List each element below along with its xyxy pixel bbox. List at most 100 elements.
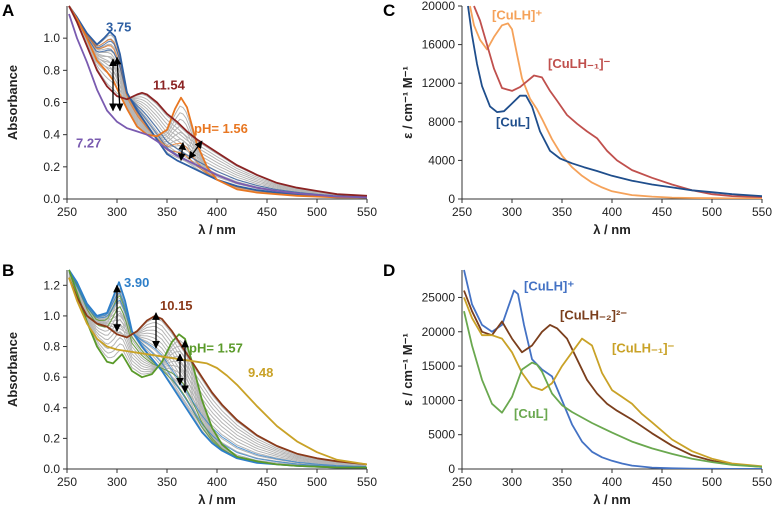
plot-area-c — [467, 5, 762, 199]
y-tick-label: 5000 — [428, 428, 455, 442]
panel-label-d: D — [383, 261, 395, 280]
y-tick-label: 10000 — [422, 393, 456, 407]
panel-d-chart: 250 300 350 400 450 500 550 0 5000 10000 15000 2000… — [400, 269, 772, 507]
x-axis-label-b: λ / nm — [198, 492, 236, 507]
x-axis-label-d: λ / nm — [593, 492, 631, 507]
x-tick-label: 550 — [752, 475, 772, 489]
y-tick-label: 1.2 — [43, 278, 60, 292]
x-tick-label: 400 — [207, 205, 227, 219]
y-tick-label: 20000 — [422, 0, 456, 13]
y-axis-label-d: ε / cm⁻¹ M⁻¹ — [400, 333, 415, 406]
shift-arrow — [188, 140, 203, 160]
series-line-a-3 — [68, 13, 367, 199]
x-tick-label: 450 — [652, 475, 672, 489]
series-annotation: [CuLH₋₂]²⁻ — [560, 307, 627, 322]
x-tick-label: 400 — [602, 205, 622, 219]
shift-arrow — [177, 141, 187, 162]
y-tick-label: 0 — [448, 462, 455, 476]
x-tick-label: 550 — [357, 205, 377, 219]
series-annotation: 9.48 — [248, 365, 273, 380]
series-annotation: 3.75 — [106, 20, 131, 35]
panel-label-b: B — [2, 261, 14, 280]
y-tick-label: 20000 — [422, 325, 456, 339]
y-tick-label: 1.0 — [43, 31, 60, 45]
x-tick-label: 250 — [452, 475, 472, 489]
plot-area-d — [463, 269, 762, 469]
x-tick-label: 300 — [502, 475, 522, 489]
series-line-b-2 — [68, 277, 367, 466]
x-tick-label: 350 — [552, 205, 572, 219]
series-annotation: [CuL] — [496, 115, 530, 130]
y-tick-label: 0.6 — [43, 96, 60, 110]
y-tick-label: 0.8 — [43, 63, 60, 77]
panel-label-c: C — [383, 1, 395, 20]
y-tick-label: 0.0 — [43, 192, 60, 206]
y-tick-label: 0.2 — [43, 160, 60, 174]
x-tick-label: 300 — [107, 475, 127, 489]
series-line-d-3 — [463, 310, 762, 468]
y-axis-label-b: Absorbance — [5, 332, 20, 407]
series-line-a-1 — [68, 5, 367, 199]
y-tick-label: 0 — [448, 192, 455, 206]
panel-a-chart: 250 300 350 400 450 500 550 0.0 0.2 0.4 0.6 0.8 1.0 λ… — [5, 5, 377, 237]
x-tick-label: 450 — [652, 205, 672, 219]
x-tick-label: 500 — [702, 475, 722, 489]
series-annotation: 3.90 — [124, 275, 149, 290]
y-tick-label: 0.2 — [43, 431, 60, 445]
y-tick-label: 0.4 — [43, 401, 60, 415]
shift-arrow — [113, 56, 124, 112]
x-tick-label: 450 — [257, 205, 277, 219]
panel-c-chart: 250 300 350 400 450 500 550 0 4000 8000 12000 16000… — [400, 0, 772, 237]
x-tick-label: 450 — [257, 475, 277, 489]
x-tick-label: 400 — [207, 475, 227, 489]
y-axis-label-a: Absorbance — [5, 65, 20, 140]
series-line-d-1 — [463, 290, 762, 468]
x-tick-label: 500 — [307, 205, 327, 219]
y-tick-label: 8000 — [428, 115, 455, 129]
x-tick-label: 300 — [502, 205, 522, 219]
series-line-c-1 — [473, 5, 762, 198]
x-tick-label: 500 — [702, 205, 722, 219]
y-tick-label: 0.6 — [43, 370, 60, 384]
x-tick-label: 250 — [57, 475, 77, 489]
series-annotation: pH= 1.57 — [189, 341, 243, 356]
y-tick-label: 4000 — [428, 153, 455, 167]
series-annotation: 10.15 — [160, 298, 193, 313]
series-annotation: 11.54 — [153, 78, 186, 93]
y-tick-label: 1.0 — [43, 309, 60, 323]
y-tick-label: 12000 — [422, 76, 456, 90]
x-tick-label: 550 — [357, 475, 377, 489]
x-tick-label: 350 — [157, 205, 177, 219]
y-tick-label: 16000 — [422, 38, 456, 52]
series-annotation: 7.27 — [76, 136, 101, 151]
plot-area-a — [68, 5, 367, 199]
series-annotation: [CuLH₋₁]⁻ — [612, 340, 675, 355]
x-tick-label: 350 — [552, 475, 572, 489]
series-annotation: [CuL] — [514, 406, 548, 421]
x-tick-label: 300 — [107, 205, 127, 219]
x-tick-label: 500 — [307, 475, 327, 489]
series-annotation: [CuLH]⁺ — [492, 8, 542, 23]
x-tick-label: 250 — [57, 205, 77, 219]
y-tick-label: 0.4 — [43, 128, 60, 142]
y-tick-label: 25000 — [422, 290, 456, 304]
y-tick-label: 0.8 — [43, 340, 60, 354]
series-line-a-0 — [68, 5, 367, 199]
x-axis-label-a: λ / nm — [198, 222, 236, 237]
series-line-b-1 — [68, 269, 367, 469]
panel-label-a: A — [2, 1, 14, 20]
x-tick-label: 400 — [602, 475, 622, 489]
panel-b-chart: 250 300 350 400 450 500 550 0.0 0.2 0.4 0.6 0.8 1.0 1… — [5, 269, 377, 507]
series-line-d-2 — [463, 297, 762, 468]
y-tick-label: 0.0 — [43, 462, 60, 476]
plot-area-b — [68, 269, 367, 469]
x-axis-label-c: λ / nm — [593, 222, 631, 237]
series-line-c-2 — [467, 5, 762, 197]
series-line-a-2 — [68, 5, 367, 197]
series-line-c-0 — [469, 5, 762, 199]
series-line-d-0 — [463, 269, 762, 469]
x-tick-label: 250 — [452, 205, 472, 219]
series-annotation: pH= 1.56 — [194, 121, 248, 136]
y-axis-label-c: ε / cm⁻¹ M⁻¹ — [400, 66, 415, 139]
